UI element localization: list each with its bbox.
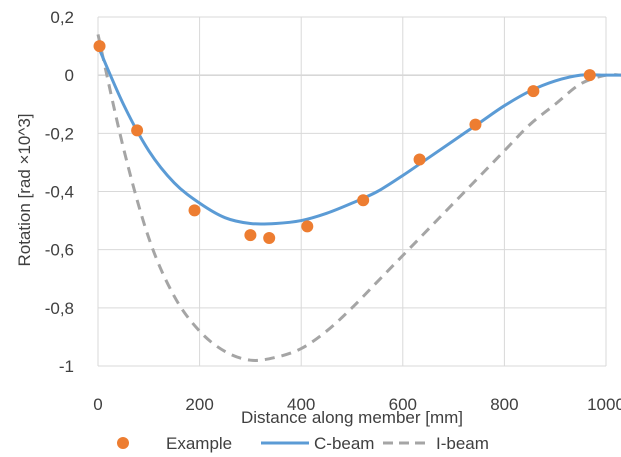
y-axis-title: Rotation [rad ×10^3]	[15, 113, 34, 266]
y-tick-label: -1	[59, 357, 74, 376]
plot-area	[93, 34, 621, 362]
data-point-example	[527, 85, 540, 98]
legend: Example C-beam I-beam	[117, 434, 489, 453]
data-point-example	[93, 40, 106, 53]
y-tick-label: 0	[65, 66, 74, 85]
grid	[97, 16, 607, 367]
data-point-example	[188, 204, 201, 217]
data-point-example	[469, 118, 482, 131]
y-tick-label: -0,8	[45, 299, 74, 318]
x-tick-label: 600	[389, 395, 417, 414]
y-tick-label: -0,6	[45, 241, 74, 260]
x-tick-label: 800	[490, 395, 518, 414]
x-axis-ticks: 0 200 400 600 800 1000	[93, 395, 621, 414]
x-tick-label: 200	[185, 395, 213, 414]
x-tick-label: 1000	[587, 395, 621, 414]
data-point-example	[583, 69, 596, 82]
y-axis-ticks: 0,2 0 -0,2 -0,4 -0,6 -0,8 -1	[45, 8, 74, 376]
data-point-example	[357, 194, 370, 207]
legend-example-label: Example	[166, 434, 232, 453]
x-tick-label: 400	[287, 395, 315, 414]
y-tick-label: -0,2	[45, 124, 74, 143]
data-point-example	[263, 232, 276, 245]
legend-example-marker	[117, 437, 129, 449]
y-tick-label: -0,4	[45, 183, 74, 202]
legend-c-beam-label: C-beam	[314, 434, 374, 453]
data-point-example	[244, 229, 257, 242]
series-line-i-beam	[96, 34, 621, 362]
data-point-example	[413, 153, 426, 166]
y-tick-label: 0,2	[50, 8, 74, 27]
data-point-example	[131, 124, 144, 137]
data-point-example	[301, 220, 314, 233]
legend-i-beam-label: I-beam	[436, 434, 489, 453]
x-tick-label: 0	[93, 395, 102, 414]
x-axis-title: Distance along member [mm]	[241, 408, 463, 427]
